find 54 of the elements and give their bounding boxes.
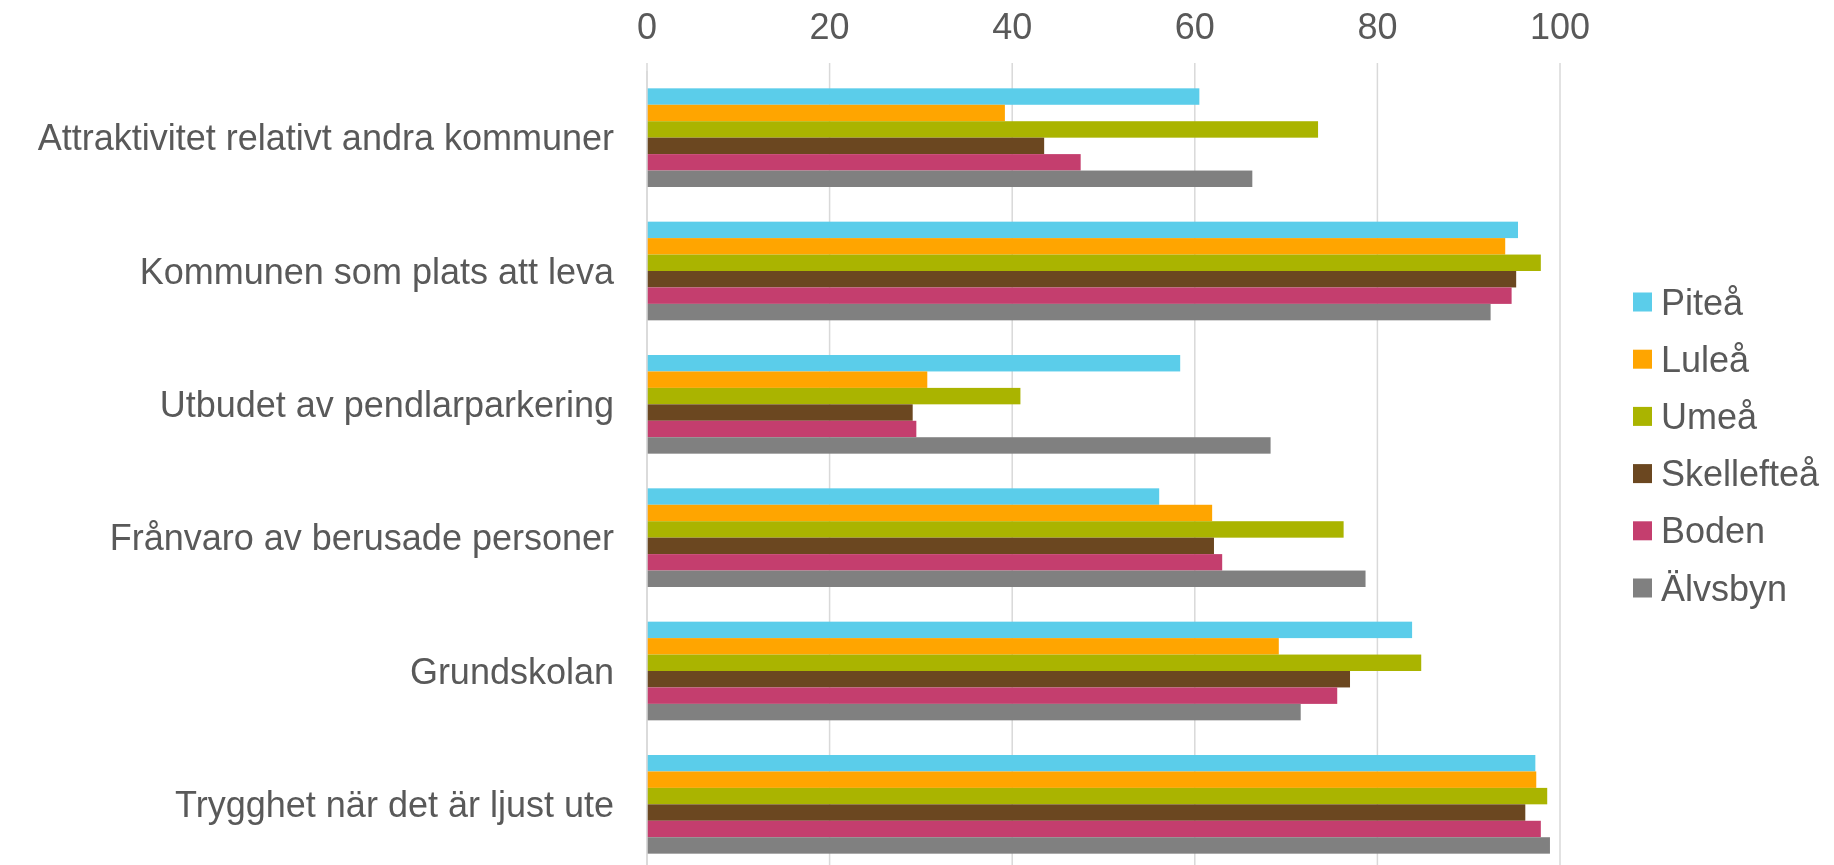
bar	[647, 137, 1045, 155]
bar	[647, 554, 1223, 571]
legend-label: Piteå	[1661, 281, 1745, 323]
bar	[647, 755, 1536, 772]
bar	[647, 287, 1512, 304]
legend-label: Umeå	[1661, 395, 1759, 437]
bar	[647, 154, 1081, 171]
bar	[647, 238, 1506, 255]
legend-label: Luleå	[1661, 338, 1751, 380]
bar	[647, 488, 1160, 505]
bar	[647, 404, 913, 421]
bar	[647, 504, 1213, 522]
bar	[647, 570, 1366, 587]
y-tick-label: Utbudet av pendlarparkering	[159, 383, 614, 425]
bar	[647, 420, 917, 438]
y-tick-label: Kommunen som plats att leva	[139, 250, 615, 292]
bar	[647, 170, 1253, 187]
y-tick-label: Trygghet när det är ljust ute	[175, 783, 614, 825]
bar	[647, 387, 1021, 405]
bar	[647, 303, 1491, 321]
x-tick-label: 40	[992, 5, 1033, 47]
bar	[647, 703, 1301, 721]
legend-label: Boden	[1661, 510, 1766, 552]
y-tick-label: Attraktivitet relativt andra kommuner	[37, 117, 614, 159]
bar	[647, 671, 1351, 688]
bar	[647, 771, 1537, 788]
y-tick-label: Frånvaro av berusade personer	[109, 517, 615, 559]
x-tick-label: 0	[636, 5, 658, 47]
bar	[647, 355, 1181, 372]
bar	[647, 221, 1518, 239]
bar	[647, 621, 1413, 639]
bar	[647, 254, 1541, 271]
x-tick-label: 20	[809, 5, 850, 47]
bar	[647, 687, 1338, 704]
bar	[647, 88, 1200, 105]
bar	[647, 820, 1541, 838]
y-tick-label: Grundskolan	[409, 650, 614, 692]
bar	[647, 121, 1319, 138]
bar	[647, 837, 1550, 854]
bar	[647, 654, 1422, 671]
bar	[647, 437, 1271, 454]
x-tick-label: 80	[1357, 5, 1398, 47]
bar	[647, 521, 1344, 538]
bar	[647, 271, 1517, 288]
bar	[647, 371, 928, 388]
bar	[647, 537, 1214, 555]
legend-label: Älvsbyn	[1661, 567, 1788, 609]
x-tick-label: 100	[1529, 5, 1591, 47]
bar	[647, 104, 1005, 122]
bar	[647, 638, 1279, 655]
bar	[647, 804, 1526, 821]
x-tick-label: 60	[1174, 5, 1215, 47]
bar	[647, 787, 1548, 805]
legend-label: Skellefteå	[1661, 453, 1821, 495]
